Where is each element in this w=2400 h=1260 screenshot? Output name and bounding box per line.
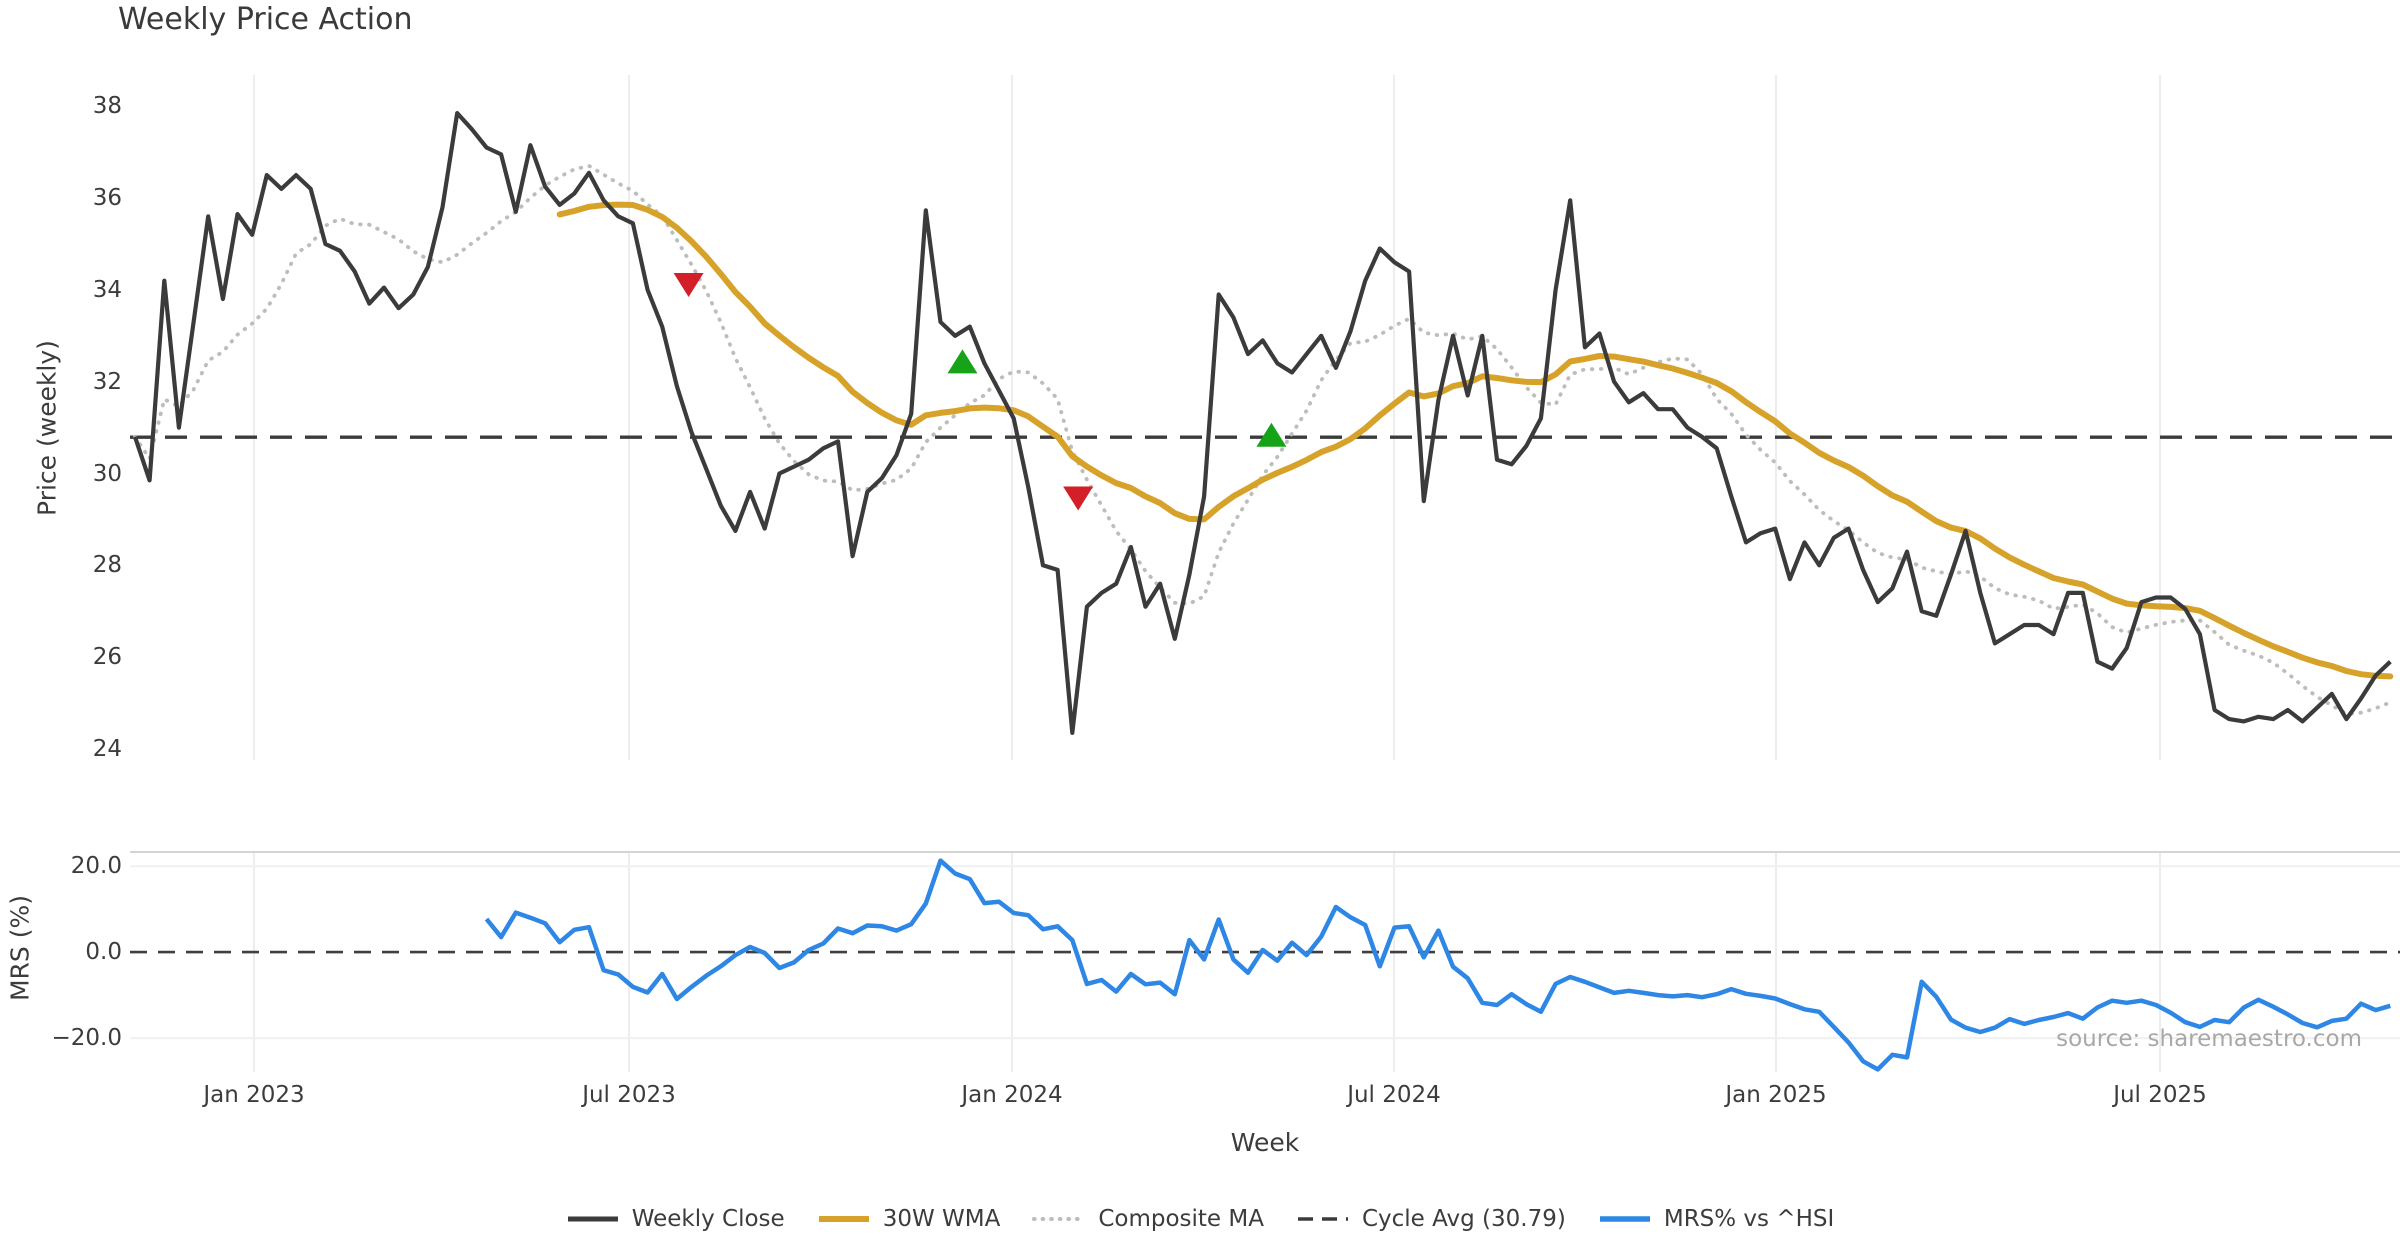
mrs-tick-label: 20.0: [70, 853, 122, 879]
price-tick-label: 34: [92, 277, 122, 303]
x-tick-label: Jul 2024: [1347, 1082, 1441, 1108]
legend-label: 30W WMA: [882, 1206, 1001, 1232]
mrs-tick-label: 0.0: [85, 939, 122, 965]
legend-item: Composite MA: [1032, 1206, 1264, 1232]
mrs-tick-label: −20.0: [51, 1025, 122, 1051]
x-tick-label: Jul 2023: [582, 1082, 676, 1108]
buy-marker-icon: [1256, 422, 1287, 447]
legend-label: Cycle Avg (30.79): [1361, 1206, 1566, 1232]
price-tick-label: 24: [92, 736, 122, 762]
price-tick-label: 32: [92, 369, 122, 395]
sell-marker-icon: [673, 272, 704, 297]
price-tick-label: 36: [92, 185, 122, 211]
legend-item: MRS% vs ^HSI: [1598, 1206, 1834, 1232]
x-axis-label: Week: [1230, 1128, 1300, 1157]
legend-label: Composite MA: [1098, 1206, 1264, 1232]
price-tick-label: 26: [92, 644, 122, 670]
legend-label: MRS% vs ^HSI: [1663, 1206, 1835, 1232]
composite-legend-swatch-icon: [1032, 1217, 1087, 1221]
price-tick-label: 30: [92, 461, 122, 487]
wma-legend-swatch-icon: [818, 1216, 869, 1222]
price-tick-label: 38: [92, 93, 122, 119]
mrs-line: [484, 858, 2391, 1072]
composite-ma-line: [133, 163, 2393, 716]
chart-title: Weekly Price Action: [118, 2, 413, 37]
x-tick-label: Jan 2024: [961, 1082, 1063, 1108]
cycle-legend-swatch-icon: [1297, 1217, 1348, 1221]
mrs-legend-swatch-icon: [1599, 1216, 1650, 1222]
close-legend-swatch-icon: [567, 1216, 618, 1222]
weekly-close-line: [133, 110, 2392, 736]
x-tick-label: Jan 2023: [203, 1082, 305, 1108]
x-tick-label: Jan 2025: [1725, 1082, 1827, 1108]
wma-line: [556, 201, 2394, 680]
legend-item: 30W WMA: [817, 1206, 1001, 1232]
mrs-axis-label: MRS (%): [5, 894, 35, 1002]
legend-item: Weekly Close: [566, 1206, 785, 1232]
source-note: source: sharemaestro.com: [2056, 1026, 2362, 1052]
x-tick-label: Jul 2025: [2113, 1082, 2207, 1108]
legend-label: Weekly Close: [631, 1206, 785, 1232]
legend: Weekly Close 30W WMA Composite MA Cycle Avg…: [0, 1206, 2400, 1232]
legend-item: Cycle Avg (30.79): [1296, 1206, 1566, 1232]
buy-marker-icon: [947, 349, 978, 374]
sell-marker-icon: [1063, 486, 1094, 511]
price-tick-label: 28: [92, 552, 122, 578]
